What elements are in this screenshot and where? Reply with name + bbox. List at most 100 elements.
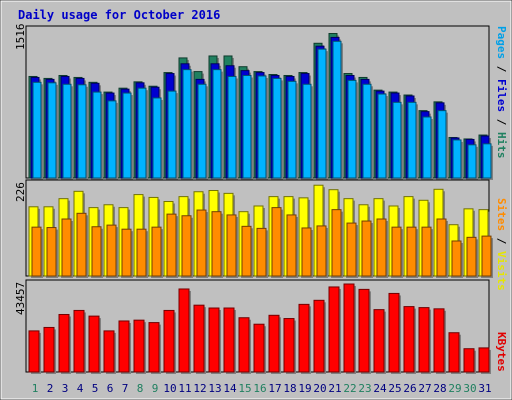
bar-pages-day-27	[422, 116, 433, 180]
day-label-31: 31	[478, 382, 492, 395]
bar-sites-day-18	[286, 214, 298, 278]
bar-sites-day-21	[331, 209, 343, 278]
bar-pages-day-1	[32, 81, 43, 180]
day-label-2: 2	[46, 382, 54, 395]
bar-kbytes-day-3	[58, 313, 71, 374]
bar-pages-day-19	[302, 83, 313, 180]
day-label-5: 5	[91, 382, 99, 395]
bar-pages-day-31	[482, 143, 493, 180]
bar-kbytes-day-25	[388, 292, 401, 374]
bar-sites-day-16	[256, 227, 268, 278]
legend-pages: Pages	[495, 26, 508, 60]
legend-sep-3: /	[495, 231, 508, 251]
bar-pages-day-23	[362, 83, 373, 180]
bar-pages-day-3	[62, 83, 73, 180]
bar-sites-day-19	[301, 227, 313, 278]
legend-sites-visits: Sites / Visits	[495, 198, 508, 291]
day-label-13: 13	[208, 382, 222, 395]
day-label-16: 16	[253, 382, 267, 395]
day-label-29: 29	[448, 382, 462, 395]
legend-kbytes-text: KBytes	[495, 332, 508, 372]
day-label-22: 22	[343, 382, 357, 395]
bar-pages-day-12	[197, 83, 208, 180]
bar-pages-day-28	[437, 110, 448, 180]
day-label-19: 19	[298, 382, 312, 395]
legend-visits: Visits	[495, 251, 508, 291]
bar-pages-day-30	[467, 144, 478, 180]
bar-sites-day-28	[436, 218, 448, 278]
bar-sites-day-8	[136, 228, 148, 278]
bar-kbytes-day-30	[463, 348, 476, 374]
day-label-6: 6	[106, 382, 114, 395]
day-label-24: 24	[373, 382, 387, 395]
bar-kbytes-day-5	[88, 315, 101, 374]
day-label-17: 17	[268, 382, 282, 395]
bar-sites-day-14	[226, 214, 238, 278]
legend-hits: Hits	[495, 132, 508, 159]
bar-kbytes-day-29	[448, 332, 461, 374]
legend-kbytes: KBytes	[495, 332, 508, 372]
day-label-3: 3	[61, 382, 69, 395]
bar-sites-day-15	[241, 225, 253, 278]
bar-pages-day-16	[257, 75, 268, 180]
bar-kbytes-day-2	[43, 326, 56, 374]
day-label-12: 12	[193, 382, 207, 395]
bar-pages-day-22	[347, 79, 358, 180]
bar-pages-day-14	[227, 75, 238, 180]
bar-pages-day-10	[167, 90, 178, 180]
bar-kbytes-day-27	[418, 307, 431, 374]
day-label-14: 14	[223, 382, 237, 395]
bar-pages-day-2	[47, 82, 58, 180]
day-label-28: 28	[433, 382, 447, 395]
day-label-20: 20	[313, 382, 327, 395]
chart-title: Daily usage for October 2016	[18, 8, 221, 22]
bar-sites-day-9	[151, 226, 163, 278]
bar-sites-day-10	[166, 213, 178, 278]
bar-kbytes-day-15	[238, 317, 251, 374]
bar-kbytes-day-19	[298, 303, 311, 374]
bar-kbytes-day-18	[283, 318, 296, 374]
bar-kbytes-day-22	[343, 283, 356, 374]
bar-kbytes-day-1	[28, 330, 41, 374]
day-label-23: 23	[358, 382, 372, 395]
bar-kbytes-day-6	[103, 330, 116, 374]
bar-sites-day-26	[406, 226, 418, 278]
bar-sites-day-12	[196, 209, 208, 278]
bar-kbytes-day-24	[373, 309, 386, 374]
day-label-10: 10	[163, 382, 177, 395]
bar-kbytes-day-9	[148, 322, 161, 374]
bar-kbytes-day-31	[478, 347, 491, 374]
day-label-21: 21	[328, 382, 342, 395]
day-label-25: 25	[388, 382, 402, 395]
bar-sites-day-4	[76, 212, 88, 278]
bar-kbytes-day-13	[208, 307, 221, 374]
bar-kbytes-day-4	[73, 309, 86, 374]
day-label-4: 4	[76, 382, 84, 395]
day-label-30: 30	[463, 382, 477, 395]
y-max-label-sites-visits: 226	[14, 182, 27, 202]
bar-sites-day-23	[361, 220, 373, 278]
bar-sites-day-7	[121, 228, 133, 278]
bar-sites-day-5	[91, 226, 103, 278]
bar-pages-day-4	[77, 84, 88, 180]
bar-kbytes-day-26	[403, 306, 416, 374]
bar-kbytes-day-21	[328, 286, 341, 374]
legend-files: Files	[495, 79, 508, 113]
bar-sites-day-24	[376, 218, 388, 278]
bar-kbytes-day-28	[433, 308, 446, 374]
bar-pages-day-20	[317, 48, 328, 180]
bar-sites-day-17	[271, 207, 283, 278]
bar-sites-day-11	[181, 215, 193, 278]
bar-sites-day-2	[46, 227, 58, 278]
day-label-26: 26	[403, 382, 417, 395]
bar-pages-day-8	[137, 87, 148, 180]
bar-kbytes-day-14	[223, 307, 236, 374]
legend-pages-files-hits: Pages / Files / Hits	[495, 26, 508, 159]
bar-sites-day-25	[391, 226, 403, 278]
bar-pages-day-29	[452, 139, 463, 180]
bar-sites-day-1	[31, 226, 43, 278]
bar-kbytes-day-17	[268, 314, 281, 374]
y-max-label-pages-files-hits: 1516	[14, 23, 27, 51]
bar-pages-day-26	[407, 101, 418, 180]
